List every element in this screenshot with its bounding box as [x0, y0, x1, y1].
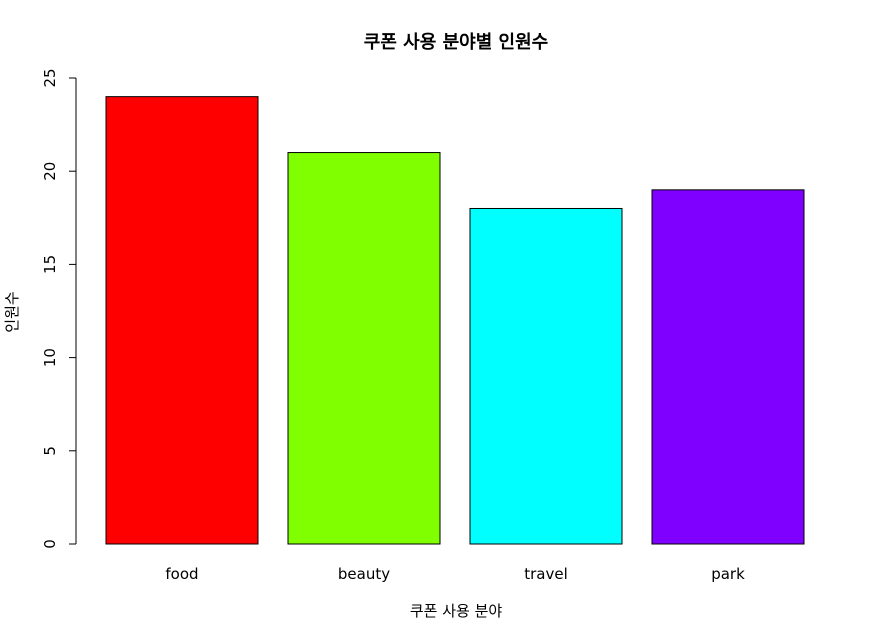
- chart-title: 쿠폰 사용 분야별 인원수: [364, 32, 548, 53]
- bar-park: [651, 189, 805, 545]
- y-tick-label: 25: [41, 68, 59, 87]
- y-tick-label: 0: [41, 539, 59, 549]
- y-tick-label: 20: [41, 162, 59, 181]
- bar-beauty: [287, 152, 441, 545]
- bar-food: [105, 96, 259, 545]
- x-tick-label-food: food: [165, 565, 198, 583]
- bars: [105, 96, 805, 545]
- bar-travel: [469, 207, 623, 545]
- x-axis-labels: food beauty travel park: [165, 565, 745, 583]
- x-axis-title: 쿠폰 사용 분야: [410, 602, 503, 620]
- y-tick-label: 5: [41, 446, 59, 456]
- y-axis: 0 5 10 15 20 25: [41, 68, 77, 549]
- x-tick-label-beauty: beauty: [338, 565, 390, 583]
- y-tick-label: 10: [41, 348, 59, 367]
- x-tick-label-park: park: [711, 565, 745, 583]
- x-tick-label-travel: travel: [524, 565, 568, 583]
- y-axis-title: 인원수: [3, 291, 21, 332]
- y-tick-label: 15: [41, 255, 59, 274]
